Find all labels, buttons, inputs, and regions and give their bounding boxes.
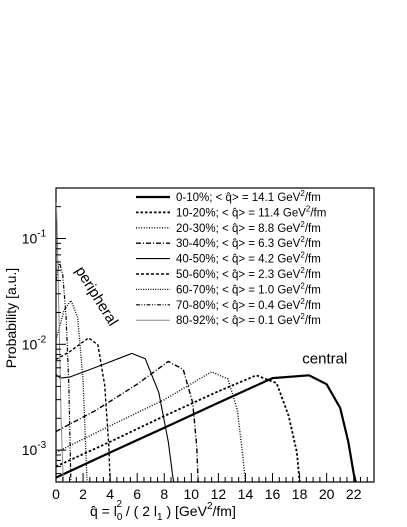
series-line-2	[55, 374, 301, 483]
x-axis-label: q̂ = l02 / ( 2 l1 ) [GeV2/fm]	[90, 499, 236, 523]
legend-entry: 40-50%; < q̂> = 4.2 GeV2/fm	[176, 251, 321, 266]
y-axis-label: Probability [a.u.]	[3, 268, 19, 368]
series-line-6	[55, 337, 111, 483]
x-tick-label: 20	[319, 486, 335, 502]
x-tick-label: 10	[184, 486, 200, 502]
annotation-peripheral: peripheral	[72, 263, 122, 329]
curves-layer	[55, 202, 357, 483]
y-tick-label: 10-2	[22, 334, 47, 352]
series-line-1	[55, 374, 357, 483]
legend-entry: 60-70%; < q̂> = 1.0 GeV2/fm	[176, 281, 321, 296]
legend-entry: 80-92%; < q̂> = 0.1 GeV2/fm	[176, 312, 321, 327]
annotation-central: central	[302, 350, 347, 367]
y-axis-ticks: 10-3 10-2 10-1	[22, 206, 66, 483]
x-tick-label: 4	[106, 486, 114, 502]
x-tick-label: 14	[238, 486, 254, 502]
series-line-4	[55, 360, 199, 483]
legend-entry: 30-40%; < q̂> = 6.3 GeV2/fm	[176, 235, 321, 250]
legend-entry: 10-20%; < q̂> = 11.4 GeV2/fm	[176, 204, 326, 219]
x-tick-label: 2	[79, 486, 87, 502]
legend-entry: 0-10%; < q̂> = 14.1 GeV2/fm	[176, 189, 321, 204]
legend-entry: 70-80%; < q̂> = 0.4 GeV2/fm	[176, 297, 321, 312]
series-line-9	[55, 202, 64, 483]
x-tick-label: 6	[133, 486, 141, 502]
y-tick-label: 10-1	[22, 228, 47, 246]
x-tick-label: 22	[346, 486, 362, 502]
x-tick-label: 12	[211, 486, 227, 502]
legend-entry: 20-30%; < q̂> = 8.8 GeV2/fm	[176, 220, 321, 235]
x-tick-label: 16	[265, 486, 281, 502]
plot-frame	[55, 187, 375, 483]
y-tick-label: 10-3	[22, 440, 47, 458]
series-line-3	[55, 371, 247, 483]
x-tick-label: 8	[160, 486, 168, 502]
x-tick-label: 0	[52, 486, 60, 502]
legend-entry: 50-60%; < q̂> = 2.3 GeV2/fm	[176, 266, 321, 281]
series-line-5	[55, 352, 175, 483]
x-axis-ticks: 0 2 4 6 8 10 12 14 16 18 20 22	[52, 473, 368, 502]
series-line-7	[55, 299, 88, 483]
x-tick-label: 18	[292, 486, 308, 502]
